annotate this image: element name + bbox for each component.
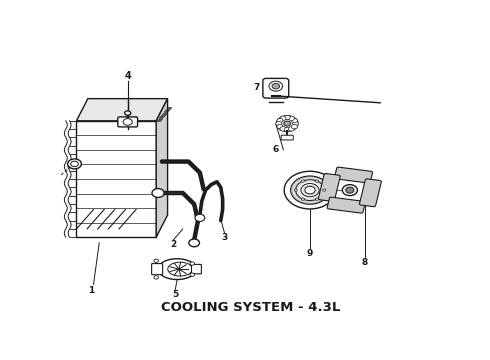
- FancyBboxPatch shape: [335, 167, 372, 183]
- Circle shape: [284, 127, 290, 132]
- Circle shape: [294, 189, 297, 191]
- FancyBboxPatch shape: [151, 264, 163, 275]
- Circle shape: [301, 184, 319, 197]
- Text: COOLING SYSTEM - 4.3L: COOLING SYSTEM - 4.3L: [161, 301, 341, 314]
- Circle shape: [277, 125, 283, 129]
- Circle shape: [195, 214, 205, 221]
- Circle shape: [291, 176, 329, 204]
- Text: 4: 4: [124, 72, 131, 81]
- Circle shape: [292, 118, 297, 123]
- Circle shape: [305, 186, 315, 194]
- Circle shape: [189, 239, 199, 247]
- Circle shape: [190, 273, 195, 276]
- Circle shape: [288, 116, 294, 121]
- Text: 3: 3: [221, 233, 228, 242]
- Text: 8: 8: [362, 258, 368, 267]
- FancyBboxPatch shape: [281, 135, 294, 140]
- Ellipse shape: [168, 262, 193, 276]
- Circle shape: [288, 127, 294, 131]
- Circle shape: [272, 84, 280, 89]
- Circle shape: [345, 187, 354, 193]
- Ellipse shape: [158, 259, 196, 279]
- Text: 5: 5: [172, 289, 178, 298]
- FancyBboxPatch shape: [327, 197, 365, 213]
- Circle shape: [292, 125, 297, 129]
- Circle shape: [301, 180, 304, 182]
- Circle shape: [301, 198, 304, 200]
- Circle shape: [316, 180, 318, 182]
- Circle shape: [124, 111, 131, 115]
- Polygon shape: [76, 99, 168, 121]
- Text: 6: 6: [272, 145, 279, 154]
- Bar: [76, 121, 156, 237]
- Circle shape: [276, 121, 282, 126]
- Text: 7: 7: [254, 83, 260, 92]
- Circle shape: [154, 259, 158, 262]
- Circle shape: [190, 262, 195, 265]
- Circle shape: [269, 81, 283, 91]
- Circle shape: [284, 171, 336, 209]
- FancyBboxPatch shape: [118, 117, 138, 127]
- FancyBboxPatch shape: [360, 179, 381, 207]
- Circle shape: [280, 127, 286, 131]
- Circle shape: [316, 198, 318, 200]
- Circle shape: [152, 189, 164, 197]
- Circle shape: [71, 161, 78, 167]
- FancyBboxPatch shape: [318, 174, 340, 201]
- Text: 9: 9: [307, 249, 313, 258]
- Circle shape: [343, 185, 357, 195]
- Circle shape: [284, 115, 290, 120]
- Circle shape: [323, 189, 326, 191]
- Text: 1: 1: [89, 286, 95, 295]
- Circle shape: [293, 121, 298, 126]
- Circle shape: [280, 116, 286, 121]
- Polygon shape: [156, 99, 168, 237]
- Circle shape: [123, 118, 132, 125]
- Circle shape: [276, 116, 298, 131]
- Circle shape: [68, 159, 81, 169]
- Circle shape: [284, 121, 291, 126]
- Circle shape: [154, 276, 158, 279]
- Circle shape: [296, 180, 324, 201]
- FancyBboxPatch shape: [263, 78, 289, 98]
- FancyBboxPatch shape: [192, 264, 201, 274]
- Text: 2: 2: [170, 240, 176, 249]
- Circle shape: [277, 118, 283, 123]
